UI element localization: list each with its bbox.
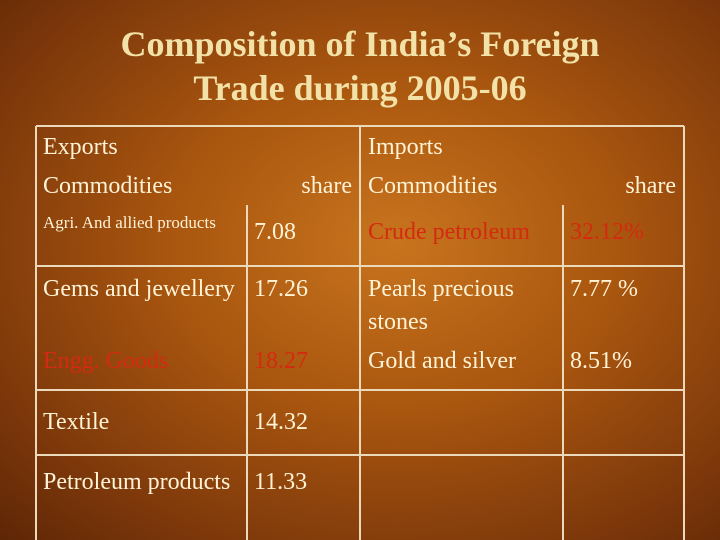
- table-cell: Engg. Goods: [43, 348, 169, 374]
- header-cell: share: [301, 173, 352, 199]
- table-cell: 18.27: [254, 348, 308, 374]
- table-cell: Pearls precious stones: [368, 276, 514, 335]
- table-cell: 8.51%: [570, 348, 632, 374]
- header-cell: Commodities: [43, 173, 173, 199]
- table-cell: Crude petroleum: [368, 219, 530, 245]
- header-cell: share: [625, 173, 676, 199]
- table-cell: 14.32: [254, 409, 308, 435]
- header-cell: Imports: [368, 134, 443, 160]
- table-cell: Textile: [43, 409, 110, 435]
- table-cell: Gems and jewellery: [43, 276, 235, 302]
- header-cell: Commodities: [368, 173, 498, 199]
- slide-title: Composition of India’s Foreign Trade dur…: [120, 24, 600, 108]
- table-cell: Petroleum products: [43, 469, 231, 495]
- table-cell: 17.26: [254, 276, 308, 302]
- table-cell: 7.77 %: [570, 276, 638, 302]
- table-cell: 32.12%: [570, 219, 644, 245]
- table-cell: 11.33: [254, 469, 308, 495]
- table-cell: Gold and silver: [368, 348, 516, 374]
- table-cell: 7.08: [254, 219, 296, 245]
- table-cell: Agri. And allied products: [43, 213, 216, 232]
- header-cell: Exports: [43, 134, 118, 160]
